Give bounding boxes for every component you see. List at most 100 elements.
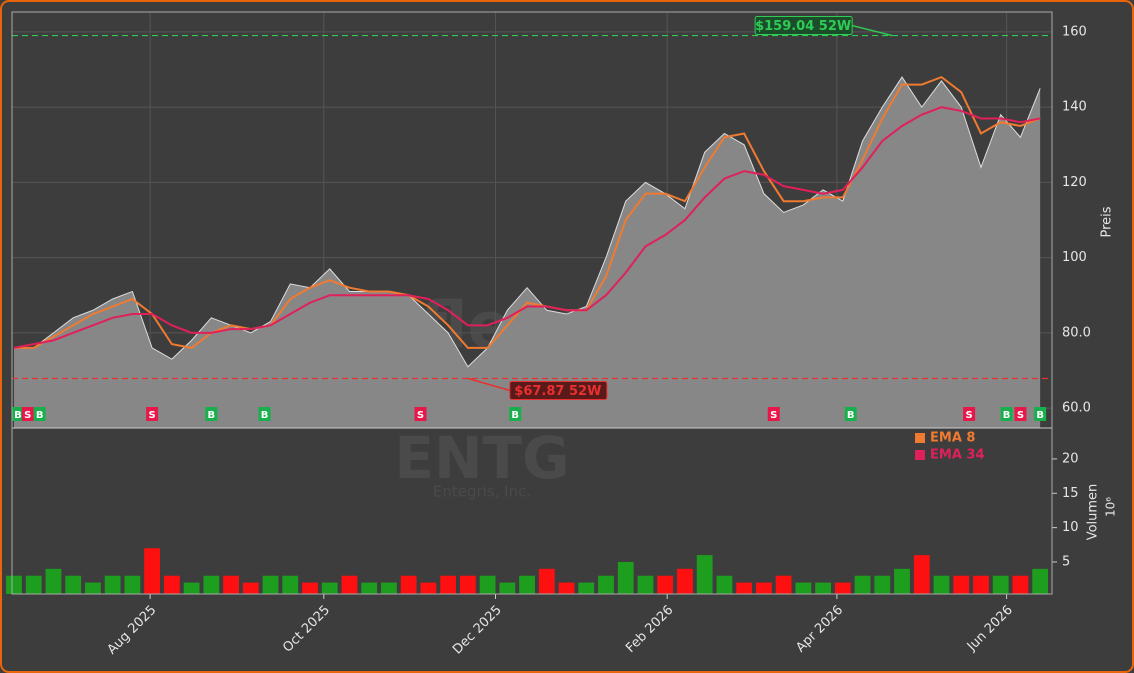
- volume-bar: [874, 575, 891, 594]
- volume-bar: [913, 555, 930, 594]
- legend-label: EMA 34: [930, 448, 985, 463]
- annotation-box: [509, 380, 608, 400]
- signal-label: S: [966, 410, 973, 421]
- volume-bar: [992, 575, 1009, 594]
- y2-tick-label: 15: [1062, 486, 1079, 501]
- volume-bar: [25, 575, 42, 594]
- signal-marker: [767, 407, 780, 421]
- y2-unit: 10⁶: [1104, 497, 1118, 517]
- volume-bar: [558, 582, 575, 594]
- signal-marker: [11, 407, 24, 421]
- signal-marker: [1000, 407, 1013, 421]
- volume-bar: [519, 575, 535, 594]
- volume-bar: [203, 575, 220, 594]
- legend-label: EMA 8: [930, 431, 975, 446]
- volume-bar: [598, 575, 614, 594]
- signal-label: B: [1003, 410, 1011, 421]
- volume-bar: [381, 582, 397, 594]
- volume-bar: [104, 575, 121, 594]
- volume-bar: [775, 575, 792, 594]
- volume-bar: [1012, 575, 1029, 594]
- signal-label: B: [1036, 410, 1044, 421]
- signal-marker: [844, 407, 857, 421]
- volume-bar: [815, 582, 831, 594]
- signal-label: B: [511, 410, 519, 421]
- volume-bar: [124, 575, 141, 594]
- signal-label: B: [14, 410, 22, 421]
- volume-bar: [696, 555, 713, 594]
- annotation-label: $67.87 52W: [514, 384, 601, 399]
- volume-bar: [144, 548, 161, 594]
- ema-line: [13, 75, 1041, 349]
- volume-bar: [282, 575, 299, 594]
- y-tick-label: 60.0: [1062, 401, 1091, 416]
- y-tick-label: 160: [1062, 24, 1087, 39]
- volume-bar: [637, 575, 654, 594]
- volume-bar: [163, 575, 180, 594]
- volume-bar: [677, 568, 693, 594]
- volume-bar: [617, 561, 634, 594]
- volume-bar: [538, 568, 555, 594]
- volume-bar: [302, 582, 318, 594]
- signal-marker: [146, 407, 159, 421]
- y-tick-label: 140: [1062, 100, 1087, 115]
- annotation-label: $159.04 52W: [755, 19, 851, 34]
- volume-bar: [183, 582, 200, 594]
- signal-label: B: [847, 410, 855, 421]
- annotation-arrow: [467, 377, 511, 392]
- signal-marker: [205, 407, 218, 421]
- ticker: ENTG: [394, 424, 569, 492]
- annotation-box: [754, 16, 853, 36]
- signal-marker: [1034, 407, 1047, 421]
- annotation-arrow: [851, 24, 893, 37]
- signal-marker: [963, 407, 976, 421]
- volume-bar: [321, 582, 338, 594]
- volume-bar: [262, 575, 279, 594]
- volume-bar: [223, 575, 239, 594]
- signal-label: B: [261, 410, 269, 421]
- volume-bar: [1032, 568, 1049, 594]
- legend-swatch: [915, 450, 925, 460]
- volume-bar: [341, 575, 358, 594]
- y2-tick-label: 10: [1062, 520, 1079, 535]
- plot-border: [11, 11, 1053, 595]
- volume-bar: [973, 575, 989, 594]
- y-tick-label: 80.0: [1062, 325, 1091, 340]
- volume-bar: [440, 575, 457, 594]
- volume-bar: [953, 575, 970, 594]
- volume-bar: [854, 575, 871, 594]
- volume-bar: [6, 575, 22, 594]
- legend-swatch: [915, 433, 925, 443]
- y2-tick-label: 5: [1062, 554, 1070, 569]
- volume-bar: [45, 568, 62, 594]
- company: Entegris, Inc.: [433, 483, 531, 501]
- volume-bar: [361, 582, 378, 594]
- ema-line: [13, 106, 1041, 349]
- volume-bar: [85, 582, 101, 594]
- signal-marker: [33, 407, 46, 421]
- volume-bar: [736, 582, 753, 594]
- signal-label: B: [208, 410, 216, 421]
- volume-bar: [65, 575, 82, 594]
- volume-bar: [499, 582, 516, 594]
- signal-label: S: [149, 410, 156, 421]
- volume-bar: [400, 575, 417, 594]
- signal-marker: [21, 407, 34, 421]
- signal-label: S: [1017, 410, 1024, 421]
- y2-tick-label: 20: [1062, 451, 1079, 466]
- y-tick-label: 100: [1062, 250, 1087, 265]
- price-area: [13, 77, 1041, 428]
- volume-bar: [716, 575, 733, 594]
- volume-bar: [795, 582, 812, 594]
- y-axis-label: Preis: [1100, 206, 1115, 237]
- volume-bar: [657, 575, 674, 594]
- volume-bar: [755, 582, 772, 594]
- volume-bar: [459, 575, 476, 594]
- volume-bar: [479, 575, 496, 594]
- volume-bar: [933, 575, 950, 594]
- y-tick-label: 120: [1062, 175, 1087, 190]
- signal-marker: [414, 407, 427, 421]
- y2-axis-label: Volumen: [1086, 484, 1101, 541]
- signal-label: S: [770, 410, 777, 421]
